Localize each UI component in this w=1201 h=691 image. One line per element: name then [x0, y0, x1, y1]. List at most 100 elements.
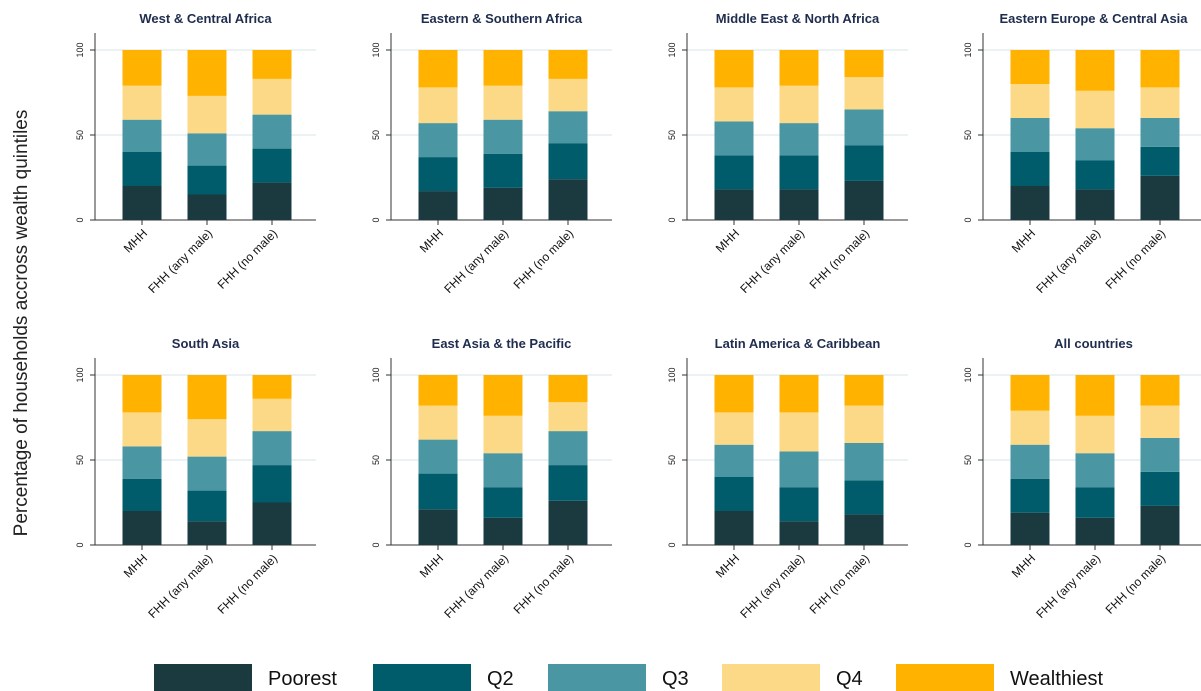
bar-segment: [187, 133, 227, 166]
bar-segment: [252, 465, 292, 503]
bar-segment: [844, 50, 884, 78]
bar-segment: [779, 123, 819, 156]
bar-segment: [779, 487, 819, 522]
bar-segment: [187, 419, 227, 457]
y-tick-label: 50: [371, 455, 381, 465]
x-tick-label: MHH: [713, 226, 742, 255]
x-tick-label: FHH (any male): [441, 551, 511, 621]
legend-swatch: [896, 664, 994, 691]
bar-segment: [844, 405, 884, 443]
bar-segment: [548, 500, 588, 545]
bar-segment: [483, 517, 523, 545]
x-tick-label: FHH (any male): [1033, 226, 1103, 296]
legend-swatch: [373, 664, 471, 691]
chart-legend: Poorest Q2 Q3 Q4 Wealthiest: [154, 664, 1103, 691]
bar-segment: [714, 50, 754, 88]
bar-segment: [187, 456, 227, 491]
bar-segment: [1075, 50, 1115, 91]
bar-segment: [187, 375, 227, 420]
y-tick-label: 50: [963, 130, 973, 140]
bar-segment: [122, 119, 162, 152]
bar-segment: [252, 182, 292, 220]
y-tick-label: 100: [75, 42, 85, 57]
bar-segment: [1010, 512, 1050, 545]
x-tick-label: FHH (any male): [737, 551, 807, 621]
bar-segment: [1140, 146, 1180, 176]
bar-segment: [1140, 118, 1180, 147]
bar-segment: [1010, 444, 1050, 479]
bar-segment: [779, 412, 819, 452]
legend-label: Q4: [836, 668, 863, 690]
y-tick-label: 0: [963, 542, 973, 547]
bar-segment: [483, 119, 523, 154]
bar-segment: [418, 375, 458, 406]
legend-swatch: [722, 664, 820, 691]
bar-segment: [714, 375, 754, 413]
bar-segment: [252, 114, 292, 149]
bar-segment: [714, 412, 754, 445]
bar-segment: [122, 186, 162, 220]
y-tick-label: 100: [667, 42, 677, 57]
y-tick-label: 50: [963, 455, 973, 465]
bar-segment: [418, 87, 458, 124]
bar-segment: [1010, 375, 1050, 411]
bar-segment: [1010, 118, 1050, 152]
bar-segment: [548, 431, 588, 466]
bar-segment: [1010, 478, 1050, 513]
bar-segment: [483, 50, 523, 86]
bar-segment: [1075, 487, 1115, 518]
y-tick-label: 0: [75, 542, 85, 547]
legend-item: Poorest: [154, 664, 337, 691]
bar-segment: [122, 50, 162, 86]
bar-segment: [844, 145, 884, 181]
bar-segment: [1140, 471, 1180, 506]
y-tick-label: 100: [371, 367, 381, 382]
bar-segment: [714, 511, 754, 545]
legend-item: Q2: [373, 664, 514, 691]
x-tick-label: FHH (no male): [1103, 551, 1169, 617]
panel-title: South Asia: [172, 336, 240, 351]
x-tick-label: FHH (no male): [1103, 226, 1169, 292]
y-tick-label: 50: [371, 130, 381, 140]
bar-segment: [122, 511, 162, 545]
x-tick-label: FHH (no male): [215, 226, 281, 292]
y-tick-label: 50: [667, 130, 677, 140]
x-tick-label: MHH: [1009, 551, 1038, 580]
y-tick-label: 50: [75, 130, 85, 140]
bar-segment: [548, 50, 588, 79]
legend-label: Wealthiest: [1010, 668, 1103, 690]
bar-segment: [483, 375, 523, 416]
bar-segment: [1140, 87, 1180, 118]
bar-segment: [252, 375, 292, 399]
y-tick-label: 0: [667, 542, 677, 547]
bar-segment: [1140, 50, 1180, 88]
x-tick-label: MHH: [1009, 226, 1038, 255]
bar-segment: [483, 415, 523, 454]
bar-segment: [844, 375, 884, 406]
x-tick-label: FHH (no male): [215, 551, 281, 617]
bar-segment: [1140, 175, 1180, 220]
bar-segment: [418, 123, 458, 158]
bar-segment: [548, 111, 588, 144]
y-tick-label: 100: [963, 42, 973, 57]
x-tick-label: FHH (any male): [145, 551, 215, 621]
bar-segment: [483, 85, 523, 120]
bar-segment: [483, 453, 523, 488]
bar-segment: [187, 490, 227, 522]
x-tick-label: MHH: [417, 226, 446, 255]
y-tick-label: 0: [75, 217, 85, 222]
bar-segment: [418, 473, 458, 510]
panel-title: All countries: [1054, 336, 1133, 351]
x-tick-label: FHH (any male): [441, 226, 511, 296]
bar-segment: [714, 87, 754, 122]
panel-title: Latin America & Caribbean: [715, 336, 881, 351]
bar-segment: [1010, 152, 1050, 186]
bar-segment: [252, 148, 292, 183]
bar-segment: [122, 152, 162, 186]
y-tick-label: 0: [371, 217, 381, 222]
bar-segment: [1010, 186, 1050, 220]
